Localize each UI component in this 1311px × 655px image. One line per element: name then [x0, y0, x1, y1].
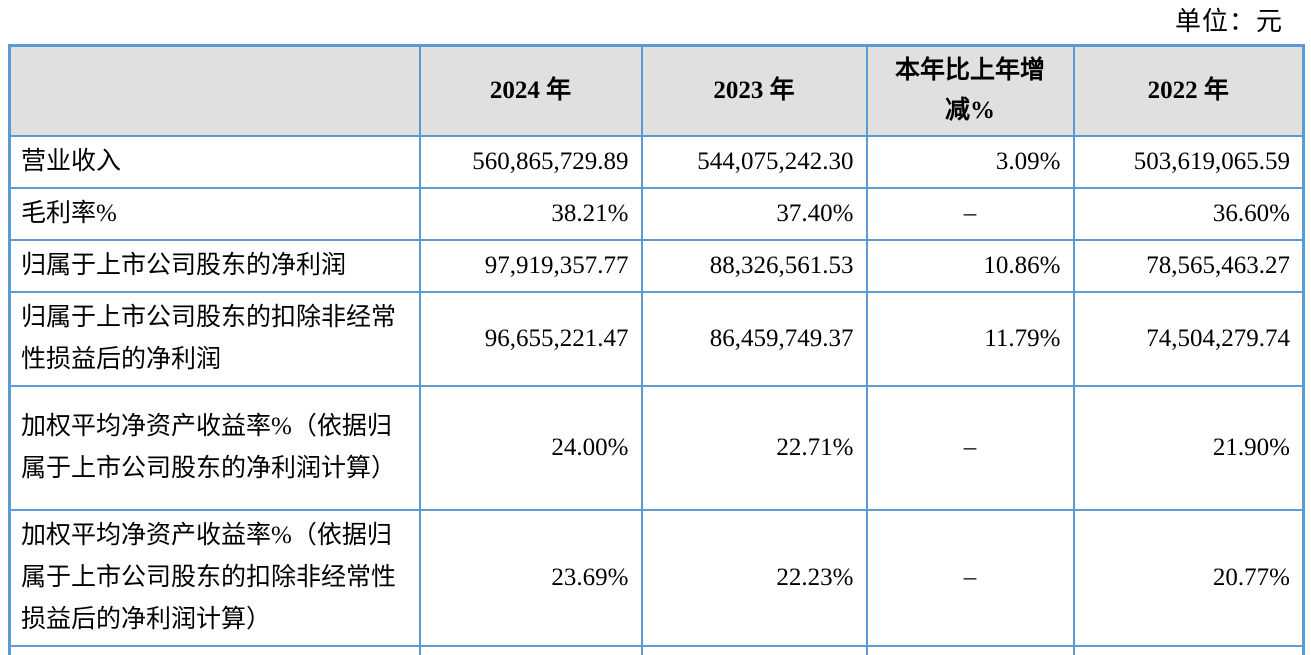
row-label: 归属于上市公司股东的净利润: [8, 238, 421, 293]
cell-change: –: [865, 186, 1075, 241]
row-label: 基本每股收益: [8, 644, 421, 655]
row-label: 归属于上市公司股东的扣除非经常性损益后的净利润: [8, 290, 421, 387]
column-header-metric: [8, 44, 421, 137]
cell-2023: 22.23%: [640, 508, 868, 647]
cell-2023: 88,326,561.53: [640, 238, 868, 293]
unit-label: 单位：元: [1174, 7, 1283, 36]
row-label: 加权平均净资产收益率%（依据归属于上市公司股东的扣除非经常性损益后的净利润计算）: [8, 508, 421, 647]
table-row-net-profit-deducted: 归属于上市公司股东的扣除非经常性损益后的净利润 96,655,221.47 86…: [8, 290, 1305, 387]
cell-change: 10.53%: [865, 644, 1075, 655]
cell-2024: 560,865,729.89: [418, 134, 643, 189]
cell-change: 3.09%: [865, 134, 1075, 189]
table-row-basic-eps: 基本每股收益 0.63 0.57 10.53% 0.51: [8, 644, 1305, 655]
column-header-2022: 2022 年: [1072, 44, 1305, 137]
table-row-net-profit: 归属于上市公司股东的净利润 97,919,357.77 88,326,561.5…: [8, 238, 1305, 293]
cell-change: 11.79%: [865, 290, 1075, 387]
cell-2024: 23.69%: [418, 508, 643, 647]
cell-2024: 38.21%: [418, 186, 643, 241]
cell-change: 10.86%: [865, 238, 1075, 293]
cell-2024: 97,919,357.77: [418, 238, 643, 293]
table-row-weighted-roe: 加权平均净资产收益率%（依据归属于上市公司股东的净利润计算） 24.00% 22…: [8, 384, 1305, 511]
cell-2022: 36.60%: [1072, 186, 1305, 241]
table-row-gross-margin: 毛利率% 38.21% 37.40% – 36.60%: [8, 186, 1305, 241]
row-label: 加权平均净资产收益率%（依据归属于上市公司股东的净利润计算）: [8, 384, 421, 511]
table-header-row: 2024 年 2023 年 本年比上年增减% 2022 年: [8, 44, 1305, 137]
cell-2022: 78,565,463.27: [1072, 238, 1305, 293]
cell-2022: 74,504,279.74: [1072, 290, 1305, 387]
cell-change: –: [865, 384, 1075, 511]
cell-2022: 503,619,065.59: [1072, 134, 1305, 189]
cell-2022: 0.51: [1072, 644, 1305, 655]
row-label: 营业收入: [8, 134, 421, 189]
cell-2023: 22.71%: [640, 384, 868, 511]
cell-2022: 21.90%: [1072, 384, 1305, 511]
table-row-operating-revenue: 营业收入 560,865,729.89 544,075,242.30 3.09%…: [8, 134, 1305, 189]
column-header-2024: 2024 年: [418, 44, 643, 137]
row-label: 毛利率%: [8, 186, 421, 241]
cell-2023: 37.40%: [640, 186, 868, 241]
column-header-2023: 2023 年: [640, 44, 868, 137]
cell-2024: 96,655,221.47: [418, 290, 643, 387]
cell-change: –: [865, 508, 1075, 647]
cell-2024: 0.63: [418, 644, 643, 655]
table-row-weighted-roe-deducted: 加权平均净资产收益率%（依据归属于上市公司股东的扣除非经常性损益后的净利润计算）…: [8, 508, 1305, 647]
cell-2023: 544,075,242.30: [640, 134, 868, 189]
cell-2022: 20.77%: [1072, 508, 1305, 647]
cell-2024: 24.00%: [418, 384, 643, 511]
financial-summary-table: 2024 年 2023 年 本年比上年增减% 2022 年 营业收入 560,8…: [8, 44, 1305, 655]
column-header-change: 本年比上年增减%: [865, 44, 1075, 137]
cell-2023: 86,459,749.37: [640, 290, 868, 387]
cell-2023: 0.57: [640, 644, 868, 655]
